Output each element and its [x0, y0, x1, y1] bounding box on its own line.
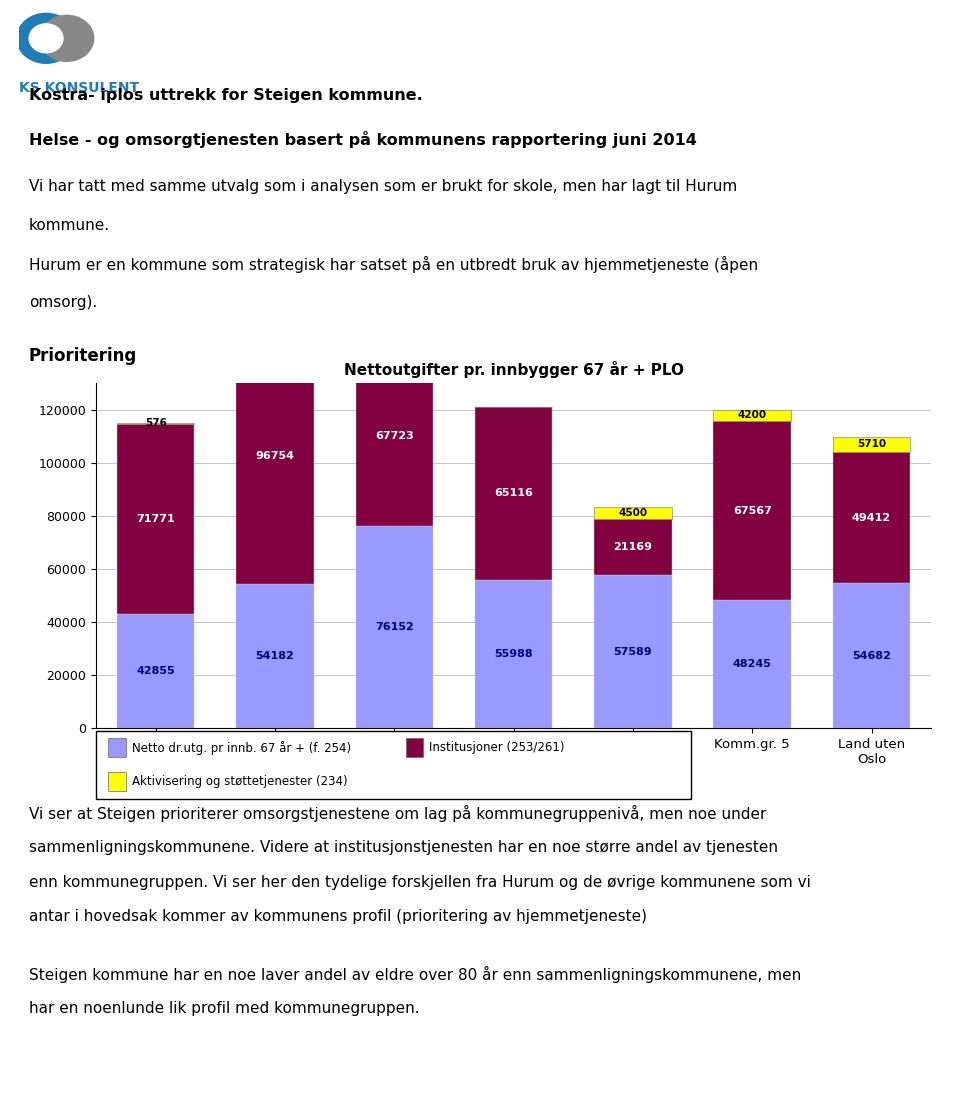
Bar: [713, 600, 791, 728]
FancyBboxPatch shape: [96, 731, 691, 799]
Bar: [594, 507, 672, 519]
Text: Steigen kommune har en noe laver andel av eldre over 80 år enn sammenligningskom: Steigen kommune har en noe laver andel a…: [29, 966, 801, 983]
Text: 71771: 71771: [136, 515, 175, 525]
Text: Institusjoner (253/261): Institusjoner (253/261): [429, 741, 564, 754]
Text: Kostra- iplos uttrekk for Steigen kommune.: Kostra- iplos uttrekk for Steigen kommun…: [29, 88, 422, 103]
Text: 76152: 76152: [375, 622, 414, 632]
Text: 21169: 21169: [613, 542, 653, 552]
Bar: [236, 327, 314, 585]
Bar: [475, 407, 552, 579]
Text: 4200: 4200: [737, 411, 767, 420]
Bar: [236, 585, 314, 728]
Circle shape: [40, 15, 94, 61]
Text: Prioritering: Prioritering: [29, 347, 137, 365]
Circle shape: [17, 13, 75, 64]
Text: Vi har tatt med samme utvalg som i analysen som er brukt for skole, men har lagt: Vi har tatt med samme utvalg som i analy…: [29, 180, 737, 194]
Text: Hurum er en kommune som strategisk har satset på en utbredt bruk av hjemmetjenes: Hurum er en kommune som strategisk har s…: [29, 256, 758, 274]
Title: Nettoutgifter pr. innbygger 67 år + PLO: Nettoutgifter pr. innbygger 67 år + PLO: [344, 361, 684, 378]
Bar: [713, 420, 791, 600]
Text: omsorg).: omsorg).: [29, 295, 97, 310]
Text: antar i hovedsak kommer av kommunens profil (prioritering av hjemmetjeneste): antar i hovedsak kommer av kommunens pro…: [29, 910, 647, 924]
FancyBboxPatch shape: [108, 772, 126, 792]
Bar: [832, 452, 910, 584]
FancyBboxPatch shape: [405, 738, 423, 758]
Bar: [594, 519, 672, 575]
Text: sammenligningskommunene. Videre at institusjonstjenesten har en noe større andel: sammenligningskommunene. Videre at insti…: [29, 840, 778, 855]
Text: 67723: 67723: [375, 431, 414, 441]
Text: Vi ser at Steigen prioriterer omsorgstjenestene om lag på kommunegruppenivå, men: Vi ser at Steigen prioriterer omsorgstje…: [29, 805, 766, 822]
Text: 54682: 54682: [852, 650, 891, 660]
Text: kommune.: kommune.: [29, 218, 110, 232]
Text: Helse - og omsorgtjenesten basert på kommunens rapportering juni 2014: Helse - og omsorgtjenesten basert på kom…: [29, 131, 697, 148]
Text: 49412: 49412: [852, 512, 891, 522]
Text: 576: 576: [145, 418, 167, 428]
Bar: [117, 423, 195, 424]
Bar: [832, 584, 910, 728]
Text: 42855: 42855: [136, 667, 175, 677]
Bar: [832, 437, 910, 452]
Text: 96754: 96754: [255, 451, 295, 461]
Text: 65116: 65116: [494, 488, 533, 498]
Text: 48245: 48245: [732, 659, 772, 669]
FancyBboxPatch shape: [108, 738, 126, 758]
Text: enn kommunegruppen. Vi ser her den tydelige forskjellen fra Hurum og de øvrige k: enn kommunegruppen. Vi ser her den tydel…: [29, 875, 810, 889]
Bar: [117, 424, 195, 614]
Text: KS KONSULENT: KS KONSULENT: [19, 81, 139, 94]
Bar: [355, 346, 433, 526]
Text: 67567: 67567: [732, 506, 772, 516]
Text: 57589: 57589: [613, 647, 652, 657]
Text: Netto dr.utg. pr innb. 67 år + (f. 254): Netto dr.utg. pr innb. 67 år + (f. 254): [132, 741, 350, 754]
Bar: [117, 614, 195, 728]
Bar: [355, 526, 433, 728]
Text: har en noenlunde lik profil med kommunegruppen.: har en noenlunde lik profil med kommuneg…: [29, 1001, 420, 1016]
Bar: [713, 410, 791, 420]
Text: 54182: 54182: [255, 652, 295, 661]
Bar: [594, 575, 672, 728]
Circle shape: [29, 24, 63, 53]
Text: 5710: 5710: [857, 439, 886, 449]
Bar: [475, 579, 552, 728]
Text: 4500: 4500: [618, 508, 647, 518]
Text: Aktivisering og støttetjenester (234): Aktivisering og støttetjenester (234): [132, 775, 348, 788]
Text: 55988: 55988: [494, 649, 533, 659]
